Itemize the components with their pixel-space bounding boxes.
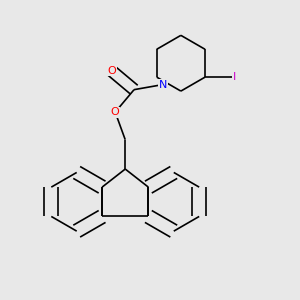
Text: O: O: [111, 107, 120, 117]
Text: I: I: [233, 72, 236, 82]
Text: O: O: [107, 66, 116, 76]
Text: N: N: [159, 80, 167, 90]
